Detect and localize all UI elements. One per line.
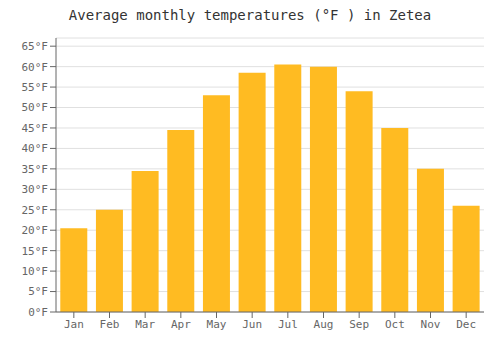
svg-text:15°F: 15°F [22,245,49,258]
svg-text:May: May [207,318,227,331]
svg-text:25°F: 25°F [22,204,49,217]
svg-text:0°F: 0°F [28,306,48,319]
svg-text:60°F: 60°F [22,61,49,74]
svg-text:Jan: Jan [64,318,84,331]
svg-text:40°F: 40°F [22,142,49,155]
svg-text:55°F: 55°F [22,81,49,94]
svg-text:Sep: Sep [349,318,369,331]
svg-text:Jul: Jul [278,318,298,331]
svg-text:Dec: Dec [456,318,476,331]
svg-text:Mar: Mar [135,318,155,331]
svg-text:Nov: Nov [421,318,441,331]
svg-text:20°F: 20°F [22,224,49,237]
svg-text:Apr: Apr [171,318,191,331]
svg-text:5°F: 5°F [28,285,48,298]
svg-text:Feb: Feb [100,318,120,331]
svg-text:10°F: 10°F [22,265,49,278]
svg-text:50°F: 50°F [22,101,49,114]
svg-text:45°F: 45°F [22,122,49,135]
svg-text:65°F: 65°F [22,40,49,53]
svg-text:Aug: Aug [314,318,334,331]
svg-text:Jun: Jun [242,318,262,331]
svg-text:30°F: 30°F [22,183,49,196]
svg-text:Oct: Oct [385,318,405,331]
html-text:Average monthly temperatures (: Average monthly temperatures (°F ) in Ze… [68,7,432,23]
svg-text:35°F: 35°F [22,163,49,176]
